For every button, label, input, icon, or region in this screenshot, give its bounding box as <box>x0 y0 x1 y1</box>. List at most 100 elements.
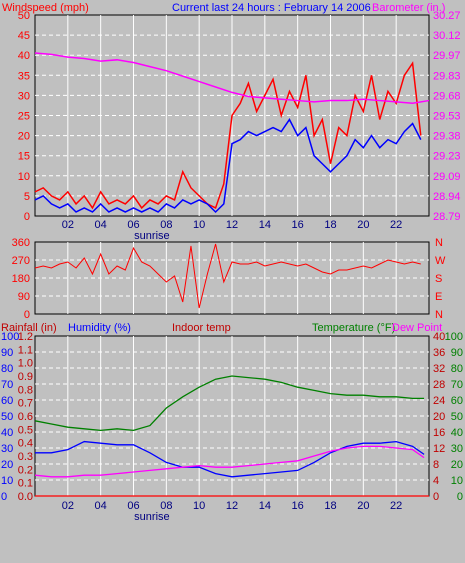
temp-y-tick: 70 <box>451 379 463 391</box>
wind-barometer-series <box>34 52 430 214</box>
indoor-y-tick: 20 <box>433 411 445 423</box>
humidity-y-tick: 20 <box>1 459 13 471</box>
wind-x-tick: 16 <box>292 219 304 231</box>
climate-x-tick: 08 <box>160 500 172 512</box>
barometer-y-tick: 29.09 <box>433 171 461 183</box>
sunrise-label: sunrise <box>134 511 169 523</box>
rain-y-tick: 0.8 <box>18 384 33 396</box>
barometer-y-tick: 29.38 <box>433 131 461 143</box>
climate-x-tick: 18 <box>324 500 336 512</box>
barometer-y-tick: 29.83 <box>433 70 461 82</box>
wind-y-tick: 15 <box>18 151 30 163</box>
barometer-y-tick: 30.27 <box>433 10 461 22</box>
indoor-y-tick: 12 <box>433 443 445 455</box>
axis-labels: 0510152025303540455028.7928.9429.0929.23… <box>1 10 463 523</box>
humidity-y-tick: 0 <box>1 491 7 503</box>
temp-y-tick: 100 <box>445 331 463 343</box>
climate-x-tick: 02 <box>62 500 74 512</box>
wind-y-tick: 20 <box>18 131 30 143</box>
climate-x-tick: 20 <box>357 500 369 512</box>
humidity-y-tick: 90 <box>1 347 13 359</box>
direction-y-tick: 270 <box>12 255 30 267</box>
wind-x-tick: 18 <box>324 219 336 231</box>
wind-y-tick: 25 <box>18 111 30 123</box>
barometer-y-tick: 29.68 <box>433 90 461 102</box>
rain-y-tick: 0.7 <box>18 398 33 410</box>
direction-y-tick: 90 <box>18 291 30 303</box>
barometer-y-tick: 28.94 <box>433 191 461 203</box>
humidity-label: Humidity (%) <box>68 322 131 334</box>
humidity-y-tick: 70 <box>1 379 13 391</box>
climate-x-tick: 12 <box>226 500 238 512</box>
climate-x-tick: 06 <box>127 500 139 512</box>
climate-x-tick: 04 <box>95 500 107 512</box>
wind-y-tick: 40 <box>18 50 30 62</box>
indoor-y-tick: 28 <box>433 379 445 391</box>
humidity-y-tick: 10 <box>1 475 13 487</box>
wind-x-tick: 12 <box>226 219 238 231</box>
rain-y-tick: 0.1 <box>18 478 33 490</box>
humidity-y-tick: 30 <box>1 443 13 455</box>
rain-y-tick: 0.9 <box>18 371 33 383</box>
direction-y-tick: 0 <box>24 309 30 321</box>
wind-x-tick: 14 <box>259 219 271 231</box>
indoor-y-tick: 32 <box>433 363 445 375</box>
climate-series <box>34 375 429 497</box>
climate-x-tick: 14 <box>259 500 271 512</box>
windspeed-label: Windspeed (mph) <box>2 2 89 14</box>
barometer-label: Barometer (in.) <box>372 2 445 14</box>
rain-y-tick: 0.0 <box>18 491 33 503</box>
humidity-y-tick: 60 <box>1 395 13 407</box>
rain-y-tick: 0.6 <box>18 411 33 423</box>
temp-y-tick: 0 <box>457 491 463 503</box>
indoor-y-tick: 36 <box>433 347 445 359</box>
humidity-y-tick: 50 <box>1 411 13 423</box>
climate-x-tick: 16 <box>292 500 304 512</box>
climate-x-tick: 22 <box>390 500 402 512</box>
wind-y-tick: 45 <box>18 30 30 42</box>
temp-y-tick: 80 <box>451 363 463 375</box>
direction-line <box>34 243 421 309</box>
wind-y-tick: 50 <box>18 10 30 22</box>
direction-y-tick: 180 <box>12 273 30 285</box>
climate-x-tick: 10 <box>193 500 205 512</box>
wind-x-tick: 04 <box>95 219 107 231</box>
wind-x-tick: 20 <box>357 219 369 231</box>
rain-y-tick: 0.3 <box>18 451 33 463</box>
series-line-red <box>34 61 422 210</box>
barometer-y-tick: 29.53 <box>433 111 461 123</box>
wind-x-tick: 10 <box>193 219 205 231</box>
wind-x-tick: 22 <box>390 219 402 231</box>
dew-point-label: Dew Point <box>392 322 442 334</box>
wind-x-tick: 06 <box>127 219 139 231</box>
climate-line-blue <box>35 440 425 478</box>
rain-y-tick: 0.2 <box>18 464 33 476</box>
indoor-y-tick: 4 <box>433 475 439 487</box>
compass-label: S <box>435 273 442 285</box>
wind-y-tick: 5 <box>24 191 30 203</box>
humidity-y-tick: 100 <box>1 331 19 343</box>
barometer-y-tick: 30.12 <box>433 30 461 42</box>
wind-y-tick: 30 <box>18 90 30 102</box>
compass-label: W <box>435 255 446 267</box>
series-line-blue <box>34 118 422 214</box>
rain-y-tick: 1.1 <box>18 344 33 356</box>
rain-y-tick: 0.4 <box>18 438 33 450</box>
barometer-y-tick: 28.79 <box>433 211 461 223</box>
wind-x-tick: 02 <box>62 219 74 231</box>
wind-x-tick: 08 <box>160 219 172 231</box>
barometer-y-tick: 29.23 <box>433 151 461 163</box>
direction-y-tick: 360 <box>12 237 30 249</box>
temp-y-tick: 50 <box>451 411 463 423</box>
wind-y-tick: 10 <box>18 171 30 183</box>
temp-y-tick: 20 <box>451 459 463 471</box>
temp-y-tick: 30 <box>451 443 463 455</box>
wind-direction-series <box>34 243 421 309</box>
temperature-label: Temperature (°F) <box>312 322 395 334</box>
rain-y-tick: 1.0 <box>18 358 33 370</box>
indoor-y-tick: 40 <box>433 331 445 343</box>
wind-y-tick: 35 <box>18 70 30 82</box>
humidity-y-tick: 80 <box>1 363 13 375</box>
barometer-y-tick: 29.97 <box>433 50 461 62</box>
